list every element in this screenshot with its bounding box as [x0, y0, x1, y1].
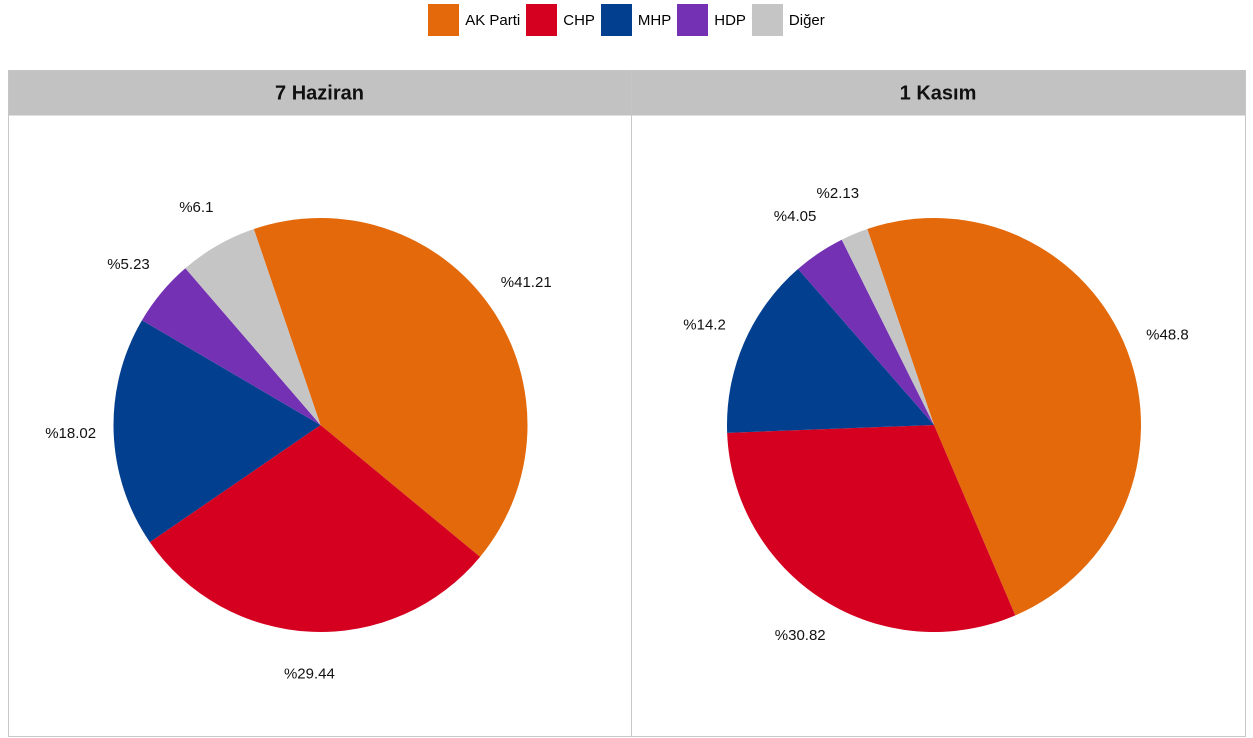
legend-label: CHP — [563, 11, 595, 29]
pie-slice — [867, 218, 1141, 616]
data-label: %18.02 — [45, 425, 96, 442]
legend-swatch — [600, 4, 632, 36]
legend-item: Diğer — [751, 4, 825, 36]
pie-slice — [253, 218, 528, 557]
legend-swatch — [751, 4, 783, 36]
data-label: %14.2 — [683, 317, 726, 334]
pie-slice — [113, 320, 321, 543]
data-label: %41.21 — [501, 274, 552, 291]
data-label: %2.13 — [817, 185, 860, 202]
data-label: %4.05 — [774, 208, 817, 225]
legend: AK Parti CHP MHP HDP Diğer — [0, 4, 1253, 36]
panel-header — [631, 70, 1246, 116]
chart-title: 7 Haziran — [275, 82, 364, 104]
legend-label: AK Parti — [465, 11, 521, 29]
legend-swatch — [428, 4, 460, 36]
legend-item: CHP — [526, 4, 595, 36]
legend-item: AK Parti — [428, 4, 520, 36]
data-label: %30.82 — [775, 627, 826, 644]
legend-label: MHP — [637, 11, 672, 29]
legend-item: HDP — [677, 4, 746, 36]
legend-swatch — [526, 4, 558, 36]
pie-slice — [141, 268, 321, 425]
data-label: %6.1 — [179, 199, 213, 216]
legend-label: HDP — [714, 11, 746, 29]
data-label: %48.8 — [1146, 327, 1189, 344]
legend-swatch — [677, 4, 709, 36]
legend-item: MHP — [600, 4, 672, 36]
data-label: %5.23 — [107, 256, 150, 273]
panel-header — [8, 70, 632, 116]
pie-slice — [727, 425, 1016, 632]
pie-slice — [798, 239, 934, 425]
chart-title: 1 Kasım — [900, 82, 977, 104]
legend-label: Diğer — [788, 11, 825, 29]
pie-slice — [185, 229, 321, 425]
data-label: %29.44 — [284, 666, 335, 683]
pie-slice — [841, 229, 934, 425]
pie-slice — [727, 268, 934, 433]
pie-slice — [149, 425, 481, 632]
